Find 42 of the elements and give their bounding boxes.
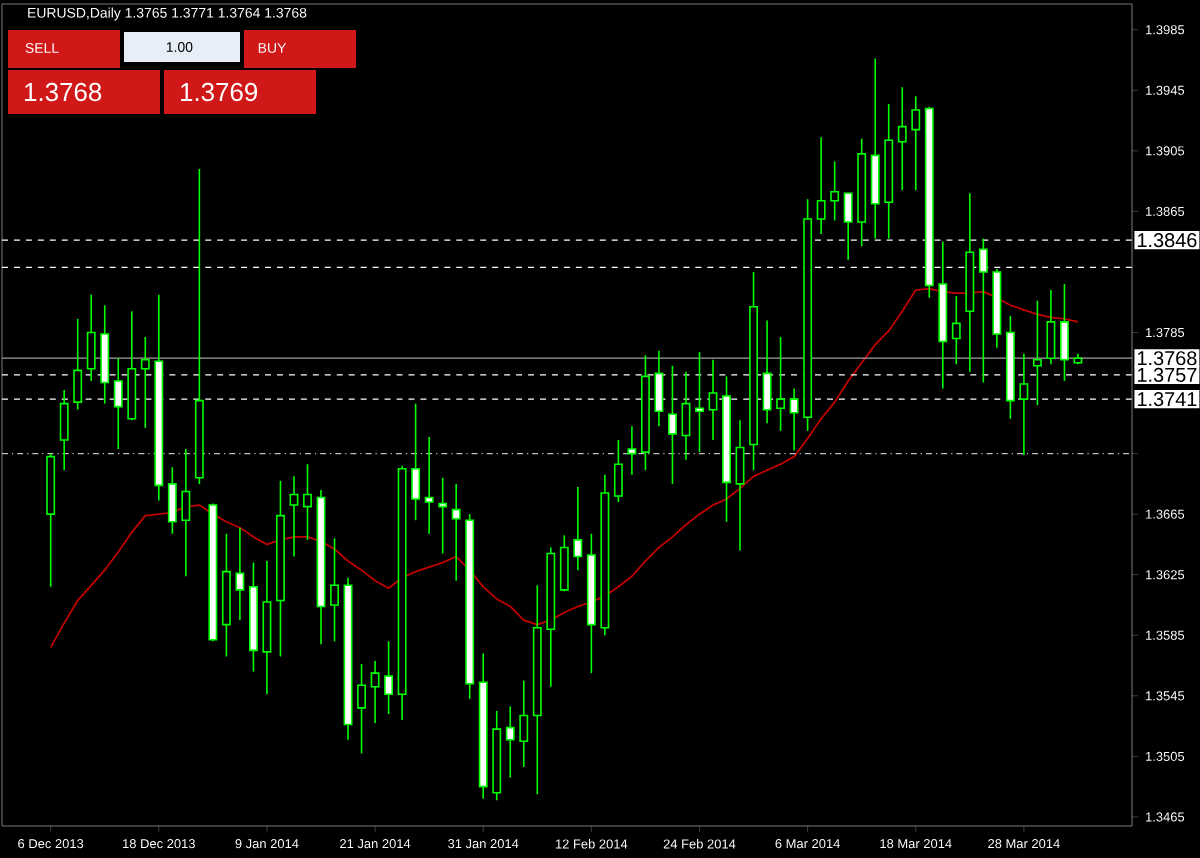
candlestick [330,537,339,643]
candlestick [384,640,394,715]
candlestick [1032,299,1042,406]
ref-line-label: 1.3768 [1137,351,1197,366]
candlestick [519,679,529,768]
candlestick [816,136,826,235]
candlestick [505,705,515,779]
candlestick [140,336,150,429]
candlestick [627,425,637,476]
candlestick [424,436,434,535]
candlestick [559,534,569,593]
ref-line-label: 1.3741 [1137,392,1197,407]
candlestick [59,389,69,472]
candlestick [1019,352,1029,456]
candlestick [167,466,177,535]
candlestick [911,95,921,191]
candlestick [451,483,461,582]
candlestick [951,295,961,366]
candlestick [708,358,718,441]
candlestick [613,439,623,503]
ref-line-label: 1.3757 [1137,367,1197,382]
candlestick [573,486,583,571]
candlestick [830,160,840,222]
annotation: 1.3768 [25,82,102,102]
candlestick [73,318,83,411]
candlestick [897,86,907,191]
candlestick [181,448,191,578]
candlestick [370,660,380,724]
candlestick [411,402,421,521]
candlestick [1046,289,1056,366]
candlestick [303,463,312,541]
candlestick [235,526,245,621]
candlestick [86,293,96,382]
candlestick [776,336,786,432]
candlestick [357,663,367,755]
candlestick [789,387,799,452]
annotation: 1.3769 [181,82,258,102]
ref-line-label: 1.3846 [1137,233,1197,248]
candlestick [681,371,691,461]
candlestick [438,477,448,555]
candlestick [289,475,299,558]
candlestick [735,419,745,552]
